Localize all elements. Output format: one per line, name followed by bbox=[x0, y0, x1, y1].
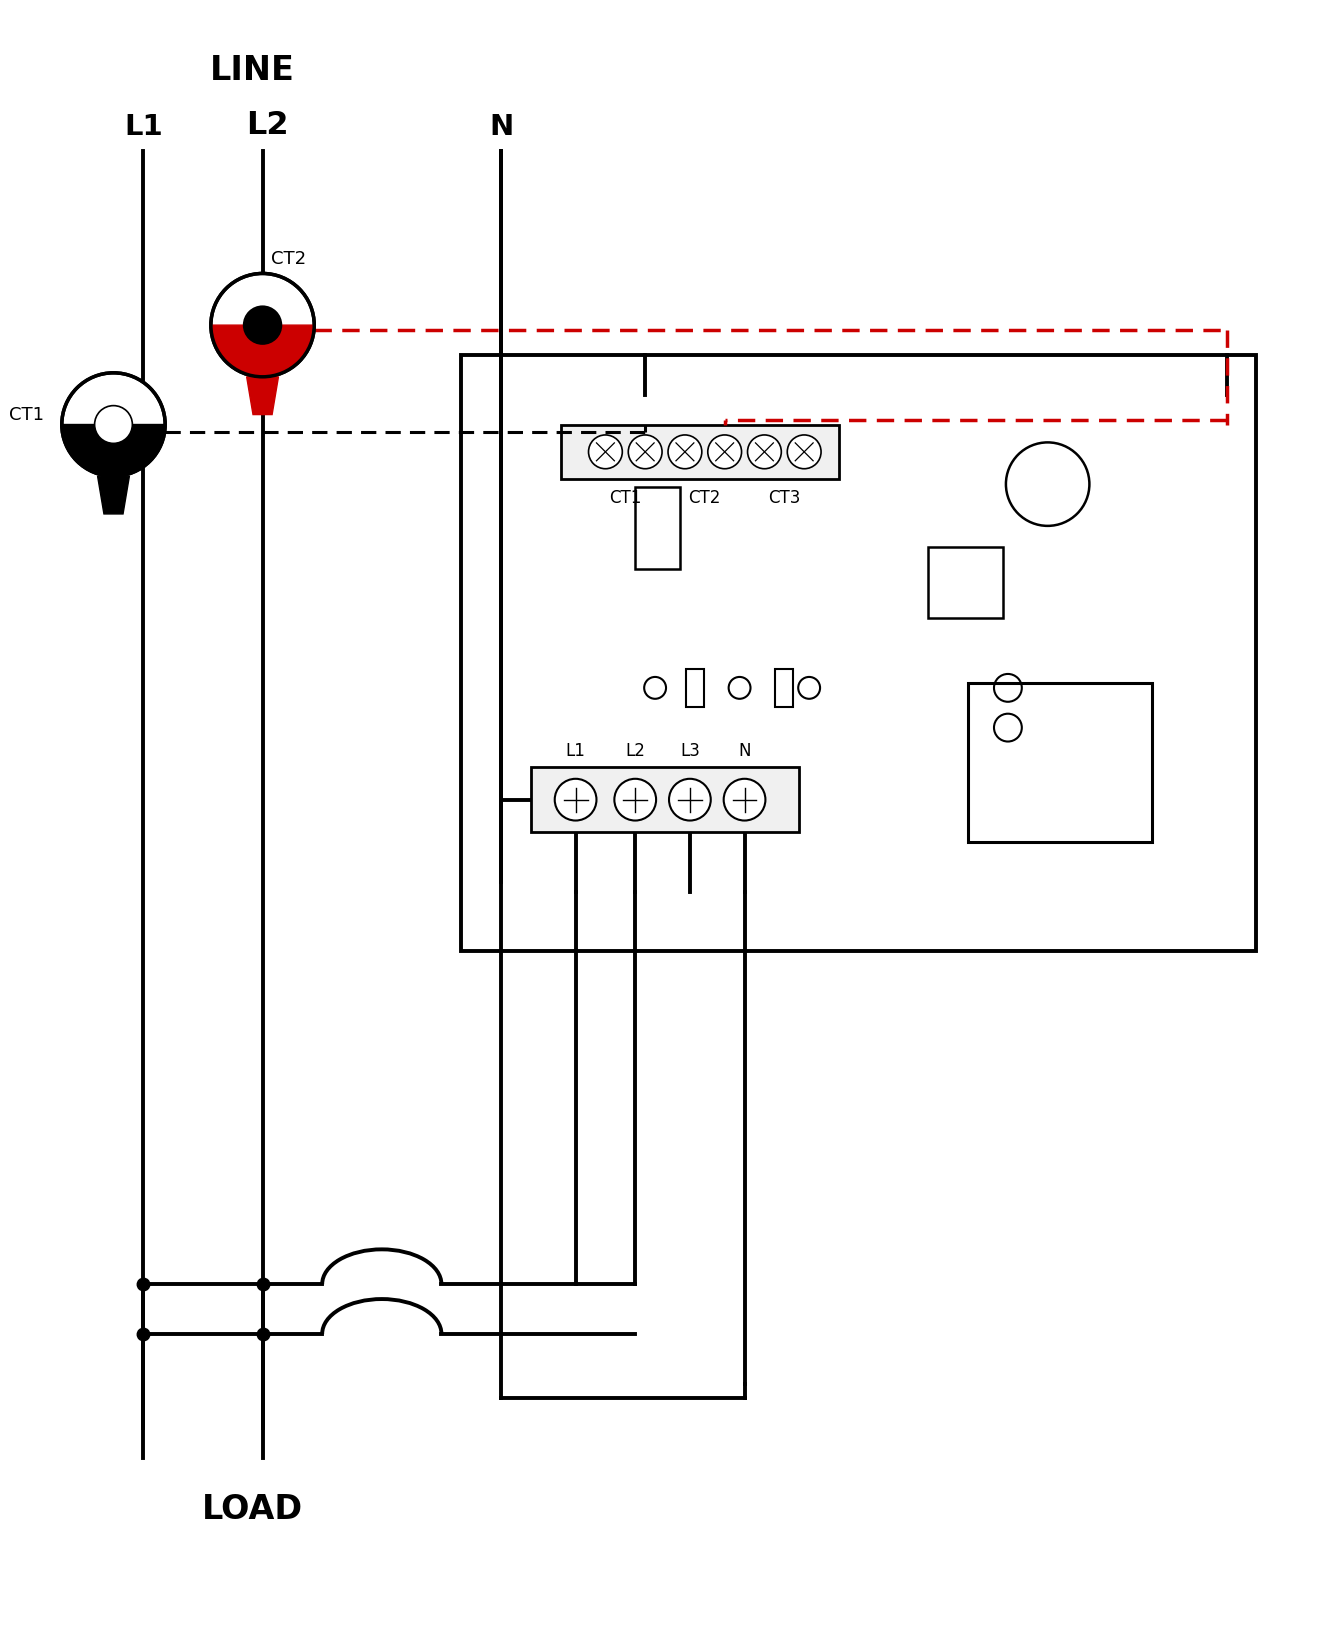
Circle shape bbox=[723, 778, 766, 821]
Bar bbox=[929, 547, 1003, 618]
Bar bbox=[560, 425, 839, 479]
Text: L1: L1 bbox=[124, 114, 163, 142]
Text: CT3: CT3 bbox=[769, 489, 801, 507]
Polygon shape bbox=[98, 476, 129, 514]
Circle shape bbox=[747, 434, 781, 469]
Bar bbox=[775, 669, 793, 707]
Text: CT1: CT1 bbox=[9, 406, 44, 423]
Circle shape bbox=[708, 434, 742, 469]
Circle shape bbox=[669, 778, 711, 821]
Bar bbox=[461, 355, 1257, 952]
Circle shape bbox=[62, 373, 165, 476]
Circle shape bbox=[788, 434, 821, 469]
Circle shape bbox=[555, 778, 597, 821]
Polygon shape bbox=[62, 425, 165, 476]
Text: L3: L3 bbox=[680, 742, 700, 760]
Text: L1: L1 bbox=[566, 742, 586, 760]
Text: LINE: LINE bbox=[210, 53, 296, 86]
Text: N: N bbox=[489, 114, 513, 142]
Circle shape bbox=[668, 434, 702, 469]
Text: N: N bbox=[738, 742, 751, 760]
Text: L2: L2 bbox=[246, 111, 289, 142]
Bar bbox=[685, 669, 704, 707]
Circle shape bbox=[589, 434, 622, 469]
Bar bbox=[968, 682, 1152, 843]
Text: L2: L2 bbox=[625, 742, 645, 760]
Text: CT1: CT1 bbox=[609, 489, 641, 507]
Polygon shape bbox=[211, 325, 314, 377]
Text: LOAD: LOAD bbox=[202, 1493, 304, 1526]
Text: CT2: CT2 bbox=[688, 489, 720, 507]
Circle shape bbox=[211, 274, 314, 377]
Bar bbox=[531, 768, 800, 833]
Bar bbox=[636, 487, 680, 568]
Circle shape bbox=[94, 406, 132, 443]
Circle shape bbox=[614, 778, 656, 821]
Circle shape bbox=[243, 306, 281, 344]
Circle shape bbox=[628, 434, 663, 469]
Polygon shape bbox=[247, 377, 278, 415]
Text: CT2: CT2 bbox=[270, 251, 305, 269]
